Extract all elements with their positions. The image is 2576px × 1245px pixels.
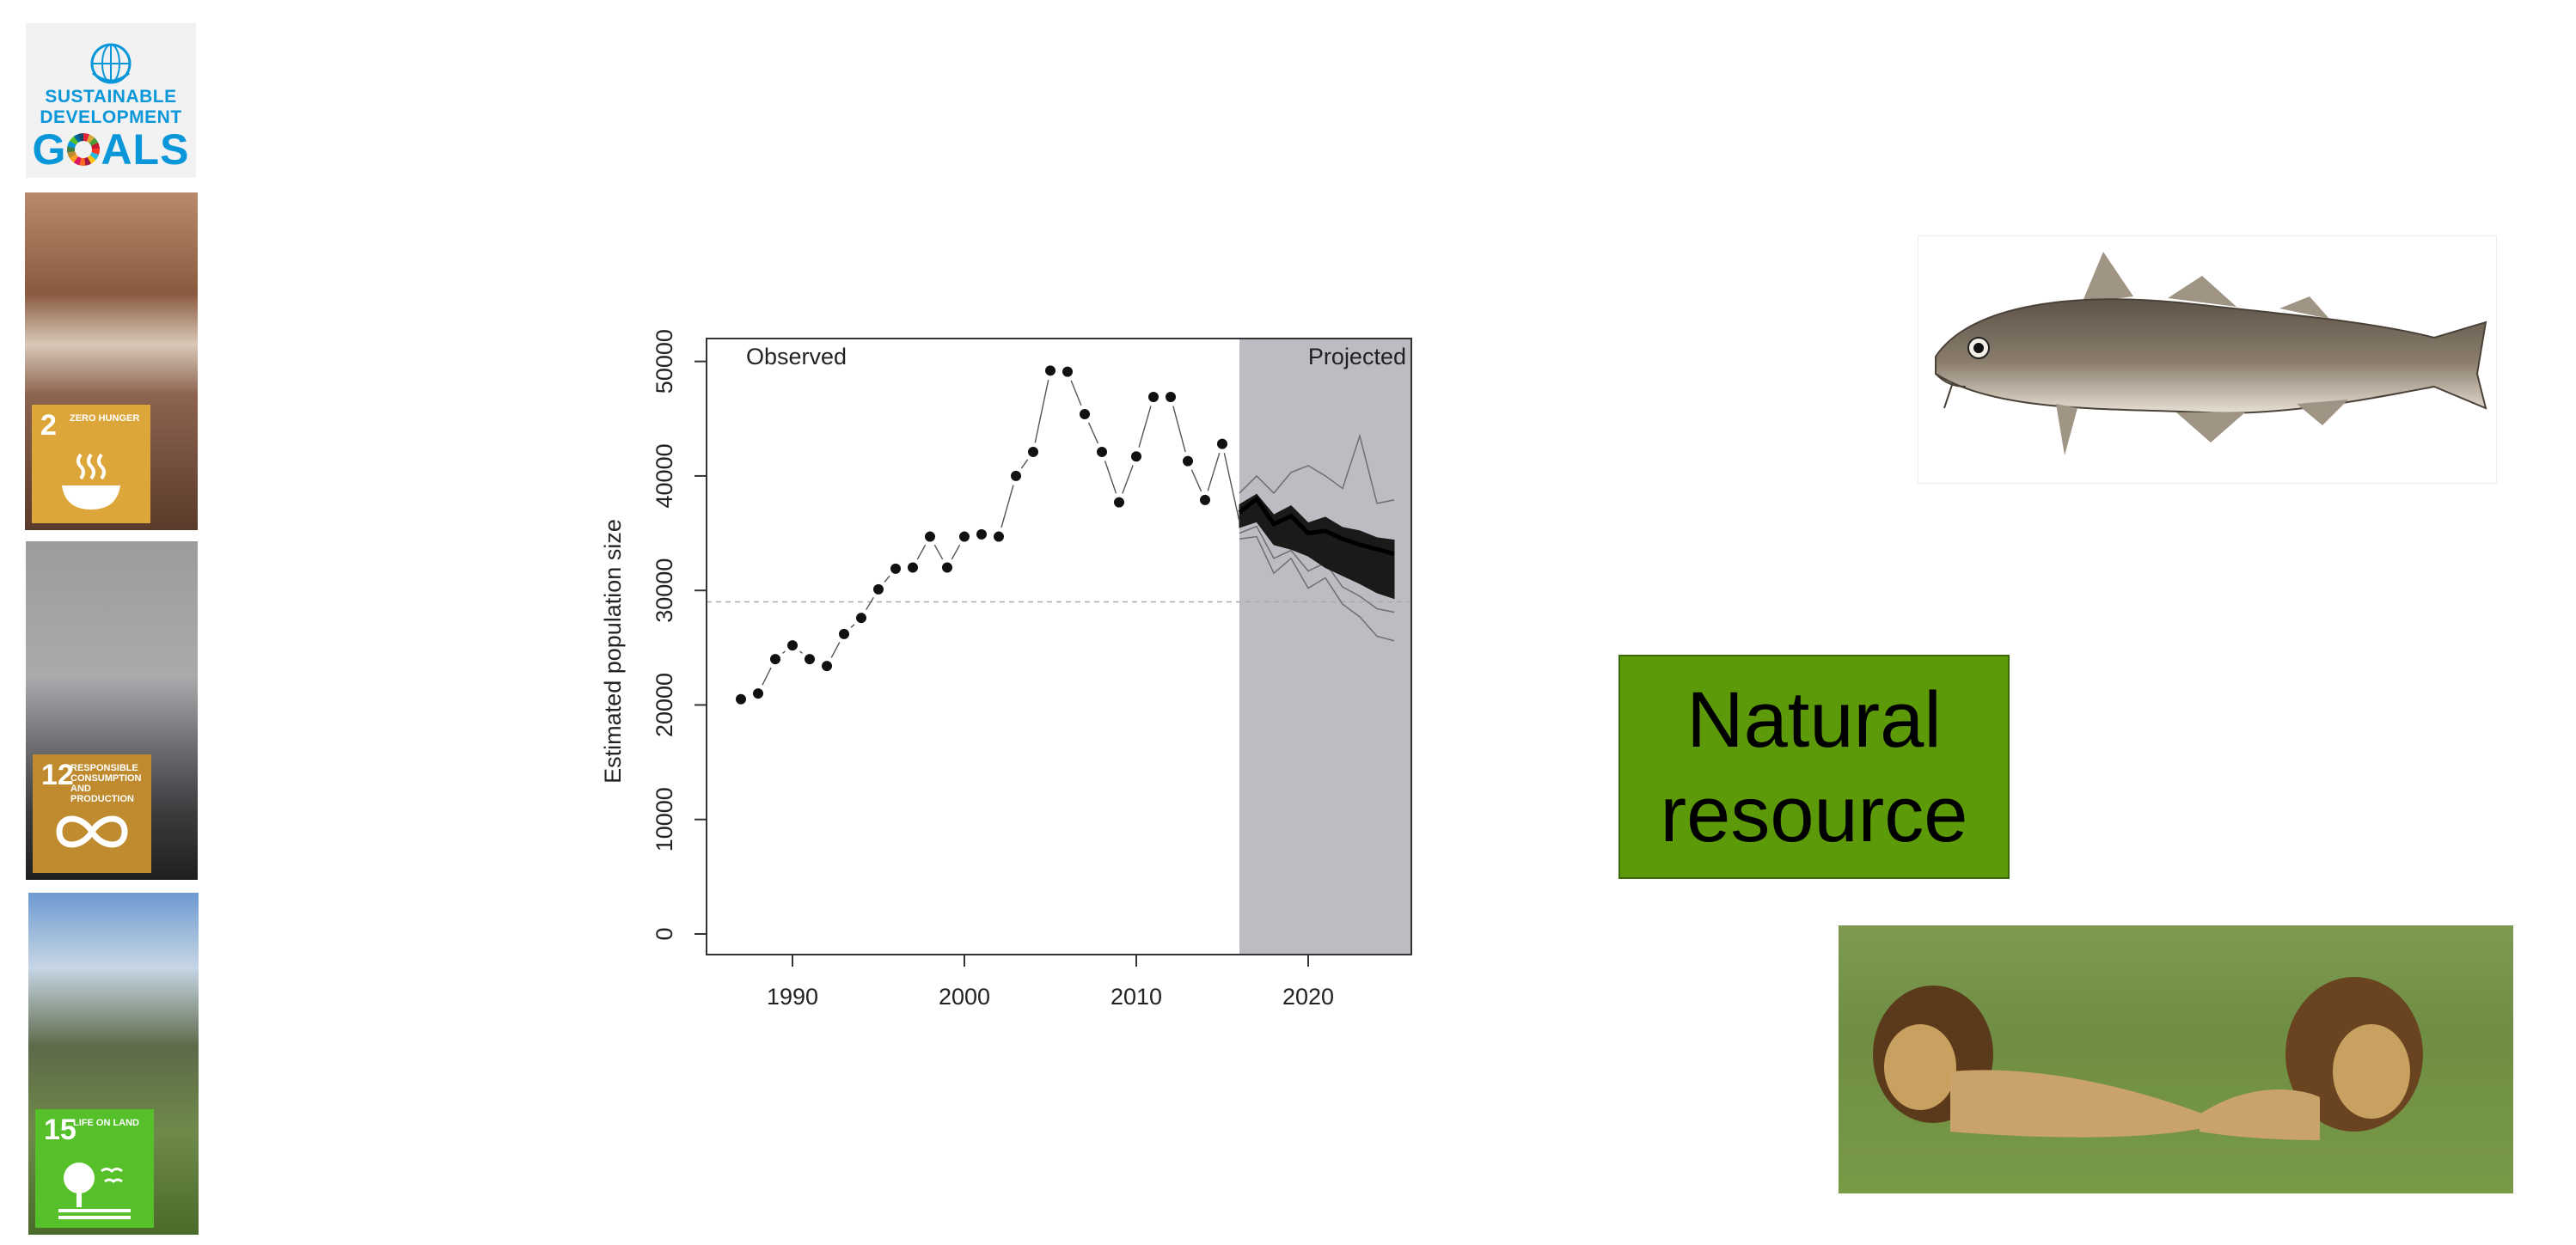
data-point-2012: [1161, 387, 1180, 406]
data-point-2002: [989, 527, 1008, 546]
plot-frame: [706, 338, 1412, 955]
sdg-15-tile: 15 LIFE ON LAND: [35, 1109, 154, 1228]
x-tick-label-2010: 2010: [1111, 984, 1162, 1010]
data-point-2003: [1007, 466, 1025, 485]
data-point-1993: [835, 624, 854, 644]
sdg-2-tile: 2 ZERO HUNGER: [32, 405, 150, 523]
y-tick-label-10000: 10000: [652, 787, 677, 851]
tree-icon: [58, 1163, 131, 1219]
x-tick-label-2000: 2000: [939, 984, 990, 1010]
sdg-2-number: 2: [40, 409, 57, 442]
x-tick-label-2020: 2020: [1282, 984, 1334, 1010]
x-tick-label-1990: 1990: [767, 984, 818, 1010]
data-point-2013: [1178, 451, 1197, 471]
sdg-12-tile: 12 RESPONSIBLE CONSUMPTION AND PRODUCTIO…: [33, 754, 151, 873]
sdg-2-text: ZERO HUNGER: [70, 413, 140, 424]
projection-line-0: [1239, 433, 1395, 504]
data-point-2008: [1092, 442, 1111, 461]
y-tick-label-50000: 50000: [652, 329, 677, 394]
sdg-12-photo: 12 RESPONSIBLE CONSUMPTION AND PRODUCTIO…: [26, 541, 198, 880]
cod-fish-image: [1918, 235, 2497, 484]
logo-goals-g: G: [32, 125, 67, 174]
data-point-1998: [921, 527, 939, 546]
data-point-2014: [1196, 490, 1215, 510]
data-point-1994: [852, 608, 871, 628]
y-tick-label-30000: 30000: [652, 558, 677, 623]
sdg-15-number: 15: [44, 1114, 76, 1146]
natural-resource-line-2: resource: [1660, 770, 1968, 858]
y-tick-label-20000: 20000: [652, 673, 677, 737]
data-point-1996: [886, 558, 905, 578]
observed-label: Observed: [746, 344, 847, 369]
data-point-2004: [1024, 442, 1043, 461]
sdg-2-photo: 2 ZERO HUNGER: [25, 192, 198, 530]
y-tick-label-0: 0: [652, 927, 677, 940]
lions-photo: [1839, 925, 2513, 1193]
y-tick-label-40000: 40000: [652, 443, 677, 508]
sdg-15-photo: 15 LIFE ON LAND: [28, 893, 199, 1235]
data-point-1995: [869, 579, 888, 599]
data-point-2001: [972, 524, 991, 544]
data-point-2000: [955, 527, 974, 546]
data-point-2010: [1127, 447, 1146, 467]
natural-resource-line-1: Natural: [1686, 675, 1942, 764]
population-chart: 1990 2000 2010 2020 0 10000 20000 30000 40000 500…: [584, 318, 1444, 1022]
population-chart-svg: 1990 2000 2010 2020 0 10000 20000 30000 40000 500…: [600, 329, 1412, 1010]
logo-goals-rest: ALS: [101, 125, 190, 174]
data-point-2007: [1075, 404, 1094, 424]
data-point-2011: [1144, 387, 1163, 406]
infinity-icon: [56, 815, 128, 848]
data-point-2009: [1110, 492, 1129, 512]
y-axis-label: Estimated population size: [600, 519, 626, 784]
logo-line-1: SUSTAINABLE: [45, 87, 177, 107]
natural-resource-box: Natural resource: [1618, 655, 2010, 879]
sdg-15-text: LIFE ON LAND: [73, 1118, 139, 1128]
bowl-icon: [62, 453, 120, 510]
cod-fish-icon: [1935, 252, 2487, 455]
projected-label: Projected: [1308, 344, 1406, 369]
sdg-logo: SUSTAINABLE DEVELOPMENT G ALS: [26, 23, 196, 178]
data-point-2005: [1041, 361, 1060, 381]
data-point-1997: [903, 558, 922, 577]
projection-mid-line: [1238, 495, 1395, 556]
projection-line-1: [1239, 535, 1395, 642]
data-point-1987: [731, 689, 750, 709]
data-point-2015: [1213, 434, 1232, 454]
data-point-2006: [1058, 362, 1077, 381]
lions-illustration: [1873, 977, 2423, 1140]
logo-line-2: DEVELOPMENT: [40, 107, 182, 127]
data-point-1989: [766, 650, 785, 669]
sdg-12-text: RESPONSIBLE CONSUMPTION AND PRODUCTION: [70, 763, 142, 804]
data-point-1990: [783, 636, 802, 656]
data-point-1999: [938, 558, 957, 577]
un-globe-icon: [90, 43, 132, 84]
data-point-1992: [817, 656, 836, 676]
data-point-1991: [800, 650, 819, 669]
data-point-1988: [749, 684, 768, 704]
logo-goals: G ALS: [33, 128, 190, 171]
sdg-12-number: 12: [41, 759, 74, 791]
projected-region: [1239, 339, 1411, 955]
projection-line-2: [1239, 525, 1395, 613]
sdg-wheel-icon: [67, 133, 101, 166]
